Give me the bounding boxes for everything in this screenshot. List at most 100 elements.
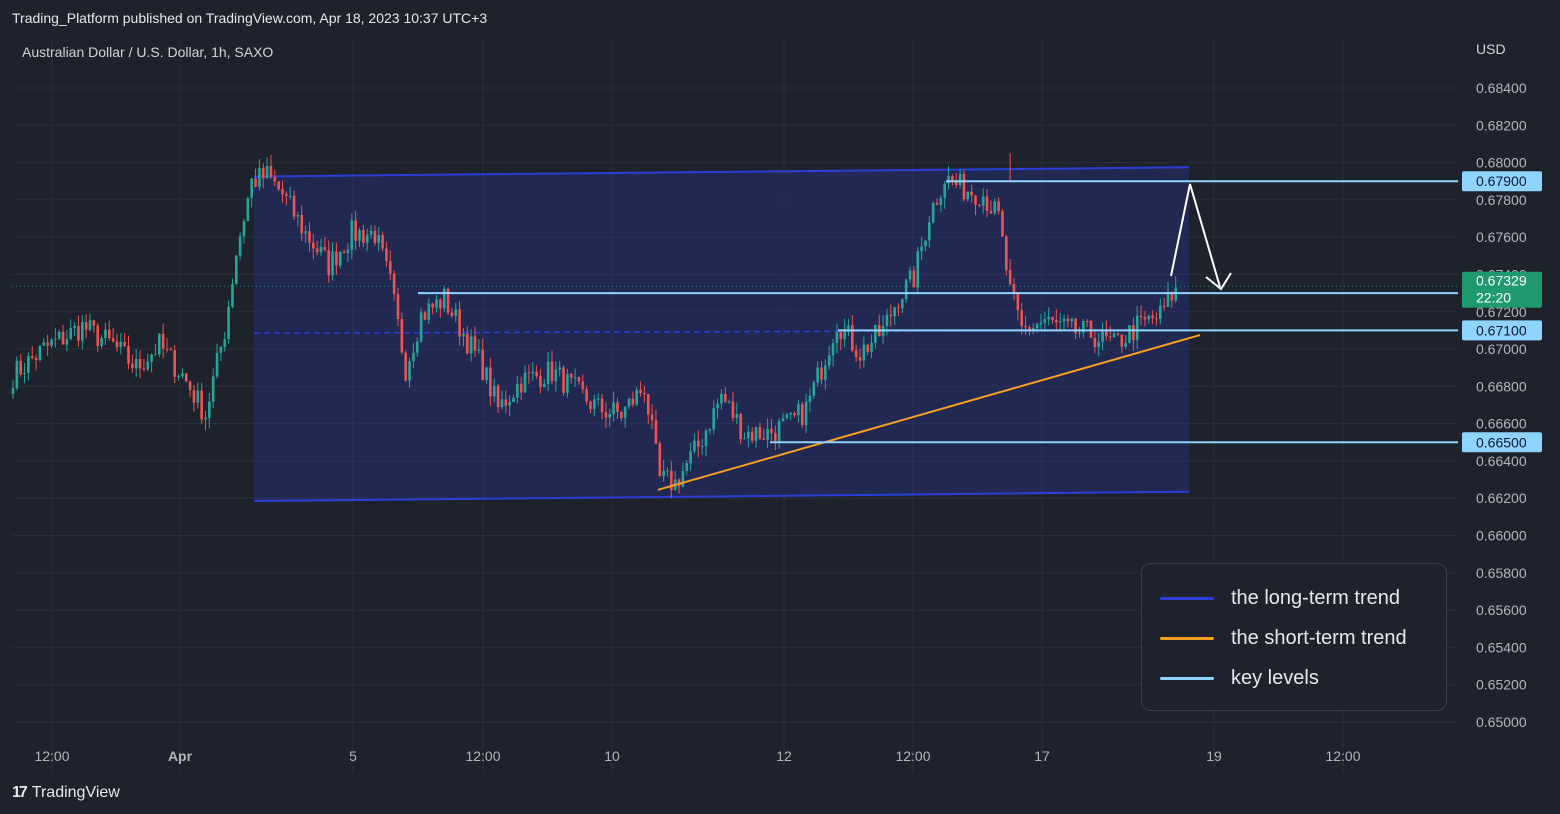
candle-body — [50, 339, 53, 346]
candle-body — [38, 345, 42, 361]
candle-body — [943, 183, 946, 198]
candle-body — [523, 372, 527, 393]
candle-body — [569, 373, 573, 378]
tradingview-logo[interactable]: 17 TradingView — [12, 784, 120, 802]
candle-body — [519, 383, 523, 393]
legend-swatch-blue — [1160, 596, 1214, 600]
candle-body — [138, 358, 142, 369]
legend-label: the long-term trend — [1231, 586, 1400, 609]
candle-body — [431, 303, 434, 308]
candle-body — [928, 222, 931, 241]
candle-body — [1055, 319, 1058, 323]
candle-body — [1112, 333, 1116, 338]
candle-body — [42, 342, 46, 346]
candle-body — [300, 214, 304, 234]
candle-body — [874, 324, 877, 343]
candle-body — [107, 329, 111, 339]
candle-body — [242, 221, 246, 237]
candle-body — [747, 431, 750, 439]
candle-body — [862, 344, 866, 361]
candle-body — [181, 373, 184, 377]
candle-body — [211, 376, 215, 402]
candle-body — [1124, 342, 1127, 347]
key-level-price-tag — [1462, 171, 1542, 192]
x-tick-label: 12:00 — [1325, 748, 1360, 764]
y-tick-label: 0.67600 — [1476, 229, 1527, 245]
candle-body — [816, 367, 819, 383]
candle-body — [84, 321, 88, 330]
candle-body — [689, 451, 692, 464]
candle-body — [119, 342, 123, 348]
channel-upper-line — [253, 166, 1190, 178]
candle-body — [381, 235, 384, 249]
candle-body — [785, 414, 789, 419]
x-tick-label: 17 — [1034, 748, 1050, 764]
candle-body — [608, 414, 612, 418]
channel-midline — [253, 329, 1190, 334]
candle-body — [562, 367, 565, 393]
candle-body — [766, 428, 769, 440]
candle-body — [839, 331, 843, 340]
candle-body — [127, 345, 130, 364]
candle-body — [908, 270, 912, 280]
candle-body — [616, 402, 619, 412]
candle-body — [200, 390, 203, 420]
y-tick-label: 0.67000 — [1476, 341, 1527, 357]
candle-body — [596, 398, 600, 400]
y-tick-label: 0.68000 — [1476, 155, 1527, 171]
candle-body — [285, 194, 288, 196]
y-tick-label: 0.67800 — [1476, 192, 1527, 208]
candle-body — [670, 470, 673, 491]
candle-body — [439, 299, 442, 309]
candle-body — [254, 178, 257, 187]
key-level-price-tag — [1462, 320, 1542, 341]
y-tick-label: 0.66800 — [1476, 378, 1527, 394]
candle-body — [134, 358, 138, 369]
candle-body — [985, 196, 989, 212]
candle-body — [966, 191, 970, 200]
candle-body — [920, 246, 923, 252]
symbol-title: Australian Dollar / U.S. Dollar, 1h, SAX… — [22, 44, 273, 60]
candle-body — [623, 406, 627, 419]
candle-body — [954, 180, 958, 186]
candle-body — [720, 394, 723, 404]
candle-body — [951, 176, 954, 181]
candle-body — [639, 389, 642, 394]
candle-body — [481, 349, 484, 381]
candle-body — [543, 383, 546, 388]
candle-body — [154, 354, 157, 356]
candle-body — [1008, 269, 1012, 284]
candle-body — [466, 333, 469, 354]
candle-body — [173, 350, 176, 377]
candle-body — [512, 397, 515, 402]
candle-body — [854, 350, 858, 358]
y-tick-label: 0.65200 — [1476, 677, 1527, 693]
candle-body — [1028, 326, 1031, 332]
candle-body — [150, 354, 153, 362]
y-tick-label: 0.66000 — [1476, 528, 1527, 544]
candle-body — [978, 204, 981, 206]
candle-body — [635, 389, 638, 405]
candle-body — [508, 401, 511, 406]
candle-body — [870, 342, 873, 353]
candle-body — [442, 288, 446, 309]
candle-body — [219, 346, 223, 353]
candle-body — [681, 470, 685, 487]
candle-body — [843, 328, 846, 340]
candle-body — [716, 403, 719, 409]
candle-body — [81, 321, 84, 341]
candle-body — [296, 214, 300, 217]
candle-body — [958, 173, 962, 186]
y-tick-label: 0.66400 — [1476, 453, 1527, 469]
candle-body — [238, 236, 242, 256]
candle-body — [335, 251, 338, 266]
candle-body — [269, 166, 273, 177]
candle-body — [1147, 315, 1151, 320]
candle-body — [1066, 318, 1070, 322]
candle-body — [893, 307, 896, 317]
candle-body — [527, 372, 531, 374]
candle-body — [396, 294, 400, 319]
candle-body — [723, 394, 727, 402]
candle-body — [1016, 293, 1020, 311]
candle-body — [165, 348, 169, 350]
